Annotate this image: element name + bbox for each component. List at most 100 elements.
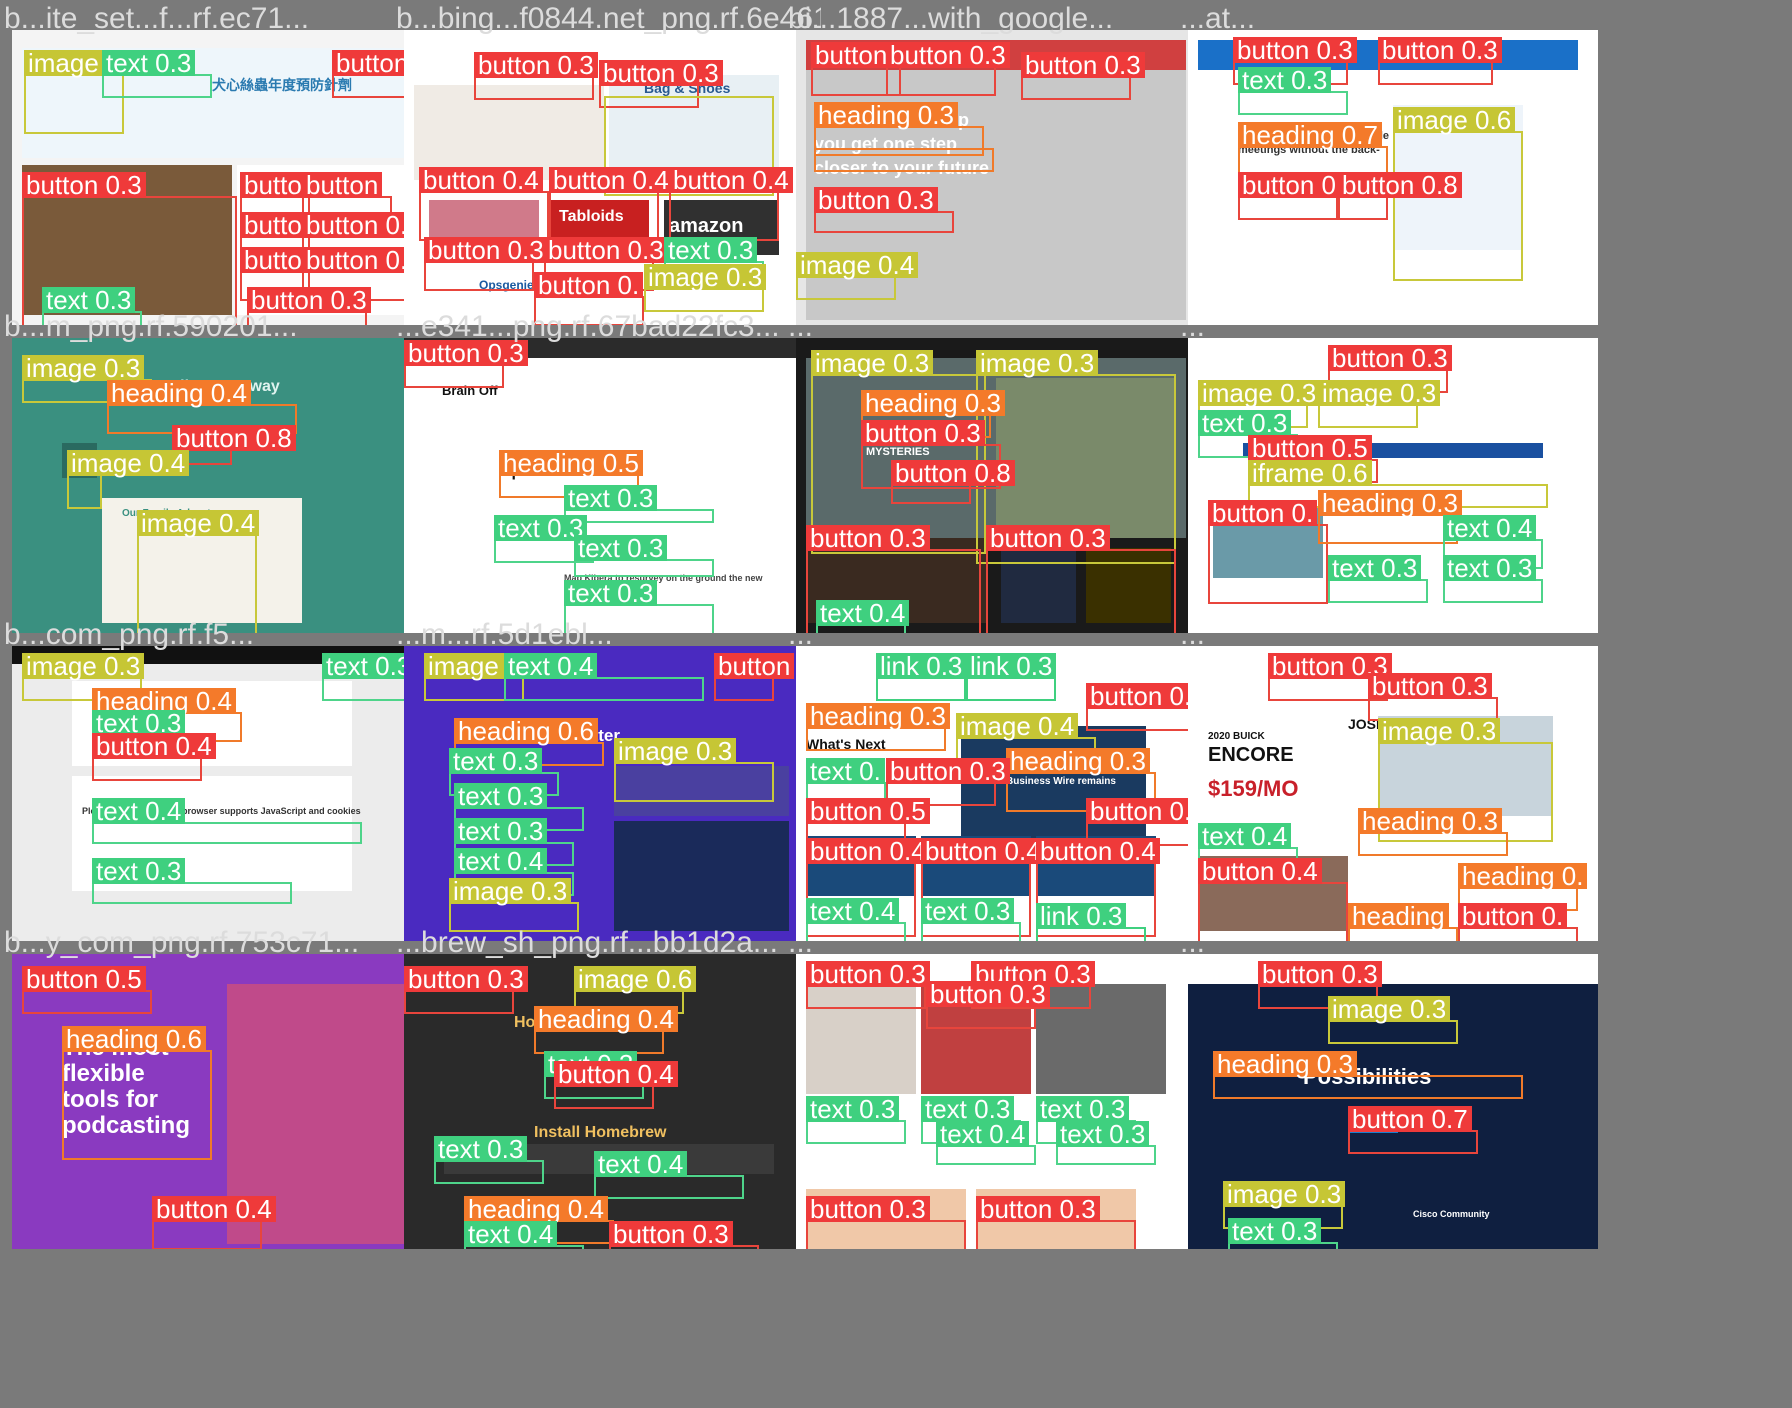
detection-label: button 0.3 (544, 237, 668, 263)
detection-label: text 0.3 (564, 485, 658, 511)
detection-label: text 0.3 (921, 898, 1015, 924)
screenshot-region (961, 726, 1146, 846)
screenshot-text: closer to your future (814, 158, 990, 178)
detection-box-button: button 0.3 (1021, 52, 1145, 100)
detection-box-button: button 0.8 (172, 425, 296, 465)
detection-box-heading: heading 0.5 (499, 450, 643, 498)
detection-box-heading: heading 0.3 (861, 390, 1005, 438)
detection-box-link: link 0.3 (966, 653, 1057, 701)
screenshot-region (609, 75, 779, 170)
detection-label: button 0. (302, 247, 412, 273)
detection-box-text: text 0.3 (434, 1136, 544, 1184)
tile-filename: ... (788, 310, 814, 343)
detection-label: text 0.3 (494, 515, 588, 541)
detection-label: text 0.3 (92, 710, 186, 736)
screenshot-region (1001, 548, 1076, 623)
tile-filename: b...y_com_png.rf.753c71... (4, 926, 360, 959)
detection-box-text: text 0.4 (92, 798, 362, 844)
screenshot-text: podcasting (62, 1112, 191, 1139)
tile-9: I'm not a robotPlease make sure your bro… (0, 616, 429, 950)
detection-box-text: text 0.3 (1056, 1121, 1156, 1165)
tile-screenshot: Chicago TribuneChicago region joins 3but… (1188, 338, 1598, 633)
detection-box-button: button 0.3 (1233, 37, 1357, 85)
detection-label: text 0.3 (574, 535, 668, 561)
detection-label: button 0.3 (1233, 37, 1357, 63)
detection-box-heading: heading 0.7 (1238, 122, 1388, 186)
detection-label: image 0.4 (137, 510, 260, 536)
detection-label: button 0. (1208, 500, 1318, 526)
detection-label: image 0.3 (449, 878, 572, 904)
detection-box-image: image 0.3 (1318, 380, 1441, 428)
detection-label: heading 0.4 (464, 1196, 608, 1222)
detection-label: button 0.5 (22, 966, 146, 992)
detection-label: text 0.3 (1328, 555, 1422, 581)
detection-label: text 0.3 (806, 1096, 900, 1122)
detection-label: button 0.4 (1036, 838, 1160, 864)
detection-label: image 0.6 (574, 966, 697, 992)
detection-label: heading 0.3 (861, 390, 1005, 416)
detection-box-heading: heading (1348, 903, 1458, 941)
tile-4: Calendly helps you schedulemeetings with… (1176, 0, 1605, 334)
detection-label: heading 0.3 (1358, 808, 1502, 834)
detection-label: text 0.3 (664, 237, 758, 263)
detection-label: text 0.3 (921, 1096, 1015, 1122)
detection-label: heading 0.3 (806, 703, 950, 729)
detection-box-text: text 0.4 (504, 653, 704, 701)
detection-box-button: button 0.3 (886, 42, 1010, 96)
detection-label: button 0.4 (419, 167, 543, 193)
detection-box-heading: heading 0.3 (1358, 808, 1508, 856)
detection-label: button 0.4 (1198, 858, 1322, 884)
detection-label: link 0.3 (1036, 903, 1127, 929)
detection-box-text: text 0. (806, 758, 886, 806)
detection-label: button 0.3 (886, 42, 1010, 68)
tile-screenshot: Bag & Shoes amazon Tabloids Opsgenie button … (404, 30, 814, 325)
detection-label: button 0.4 (152, 1196, 276, 1222)
detection-box-button: button 0. (534, 272, 644, 325)
detection-label: text 0.3 (434, 1136, 528, 1162)
detection-box-text: text 0.4 (936, 1121, 1036, 1165)
detection-label: button 0.3 (609, 1221, 733, 1247)
detection-label: heading 0.3 (1006, 748, 1150, 774)
tile-filename: ... (1180, 926, 1206, 959)
screenshot-text: $159/MO (1208, 776, 1299, 801)
detection-label: text 0.4 (806, 898, 900, 924)
detection-box-text: text 0.3 (574, 535, 714, 577)
tile-6: Brain OffOpen DataMap Kibera to resurvey… (392, 308, 821, 642)
detection-label: button 0.3 (247, 287, 371, 313)
detection-box-text: text 0.3 (42, 287, 142, 325)
screenshot-text: MYSTERIES (866, 446, 930, 458)
detection-label: text 0.4 (594, 1151, 688, 1177)
detection-label: button 0.8 (172, 425, 296, 451)
screenshot-text: What's Next (806, 736, 886, 752)
screenshot-text: Map Kibera to resurvey on the ground the… (564, 573, 763, 583)
detection-label: button 0.3 (1268, 653, 1392, 679)
detection-box-button: button 0.3 (22, 172, 237, 325)
detection-box-button: button 0. (1208, 500, 1328, 604)
detection-label: button 0.4 (806, 838, 930, 864)
detection-box-text: text 0.3 (1228, 1218, 1338, 1249)
detection-label: button 0.3 (404, 340, 528, 366)
detection-label: button 0.3 (1258, 961, 1382, 987)
detection-box-text: text 0.3 (564, 485, 714, 523)
detection-box-button: button 0.4 (1198, 858, 1348, 941)
detection-label: heading 0.4 (92, 688, 236, 714)
detection-box-image: image 0.4 (796, 252, 919, 300)
detection-label: button 0.4 (92, 733, 216, 759)
detection-box-text: text 0.3 (454, 818, 574, 866)
tile-12: 2020 BUICK ENCORE $159/MO JOSEPH button 0.3 b… (1176, 616, 1605, 950)
detection-box-text: text 0.4 (806, 898, 906, 941)
detection-box-text: text 0.3 (102, 50, 212, 98)
detection-label: button 0.3 (814, 187, 938, 213)
screenshot-text: Business Wire remains (1006, 776, 1116, 787)
detection-label: text 0.3 (102, 50, 196, 76)
detection-label: text 0.3 (449, 748, 543, 774)
detection-box-image: image 0.3 (449, 878, 579, 932)
detection-label: button 0.4 (921, 838, 1045, 864)
screenshot-region (806, 984, 916, 1094)
detection-box-button: button 0.7 (1086, 683, 1206, 731)
detection-box-image: image 0.6 (574, 966, 697, 1014)
detection-box-heading: heading 0. (1458, 863, 1588, 911)
detection-box-text: text 0.3 (1238, 67, 1348, 115)
